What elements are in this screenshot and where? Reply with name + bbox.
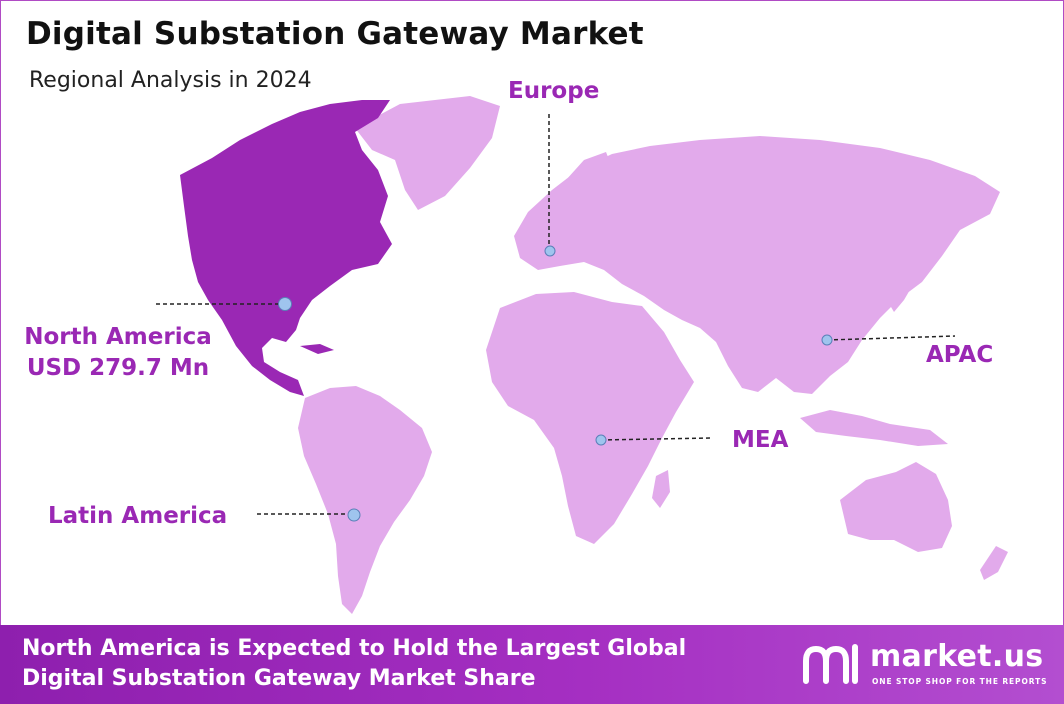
europe-marker [544,245,556,257]
eurasia-shape [514,136,1000,394]
south-america-shape [298,386,432,614]
japan-shape [888,258,918,312]
southeast-asia-shape [800,410,948,446]
greenland-shape [355,96,500,210]
world-map [156,96,1008,614]
brand-name: market.us [870,639,1044,674]
latin-america-label: Latin America [48,503,228,529]
australia-shape [840,462,952,552]
brand-tagline: ONE STOP SHOP FOR THE REPORTS [872,677,1048,686]
madagascar-shape [652,470,670,508]
north-america-label: North America USD 279.7 Mn [18,322,218,384]
scandinavia-shape [556,152,614,226]
north-america-name: North America [24,324,212,350]
apac-marker [821,334,833,346]
page-subtitle: Regional Analysis in 2024 [29,68,312,93]
footer-line-2: Digital Substation Gateway Market Share [22,666,536,691]
africa-shape [486,292,694,544]
apac-label: APAC [926,342,994,368]
uk-shape [524,208,542,246]
footer-banner: North America is Expected to Hold the La… [0,625,1064,704]
caribbean-shape [300,344,334,354]
footer-line-1: North America is Expected to Hold the La… [22,636,687,661]
page-title: Digital Substation Gateway Market [26,16,644,52]
europe-label: Europe [508,78,600,104]
apac-leader [826,335,956,341]
latin-america-marker [347,508,361,522]
brand-logo: market.us ONE STOP SHOP FOR THE REPORTS [800,639,1050,695]
footer-text: North America is Expected to Hold the La… [22,634,686,694]
mea-leader [600,437,713,441]
mea-marker [595,434,607,446]
new-zealand-shape [980,546,1008,580]
market-us-logo-icon [803,644,858,684]
mea-label: MEA [732,427,789,453]
north-america-value: USD 279.7 Mn [26,355,210,381]
north-america-shape [180,100,392,396]
north-america-marker [278,297,292,311]
